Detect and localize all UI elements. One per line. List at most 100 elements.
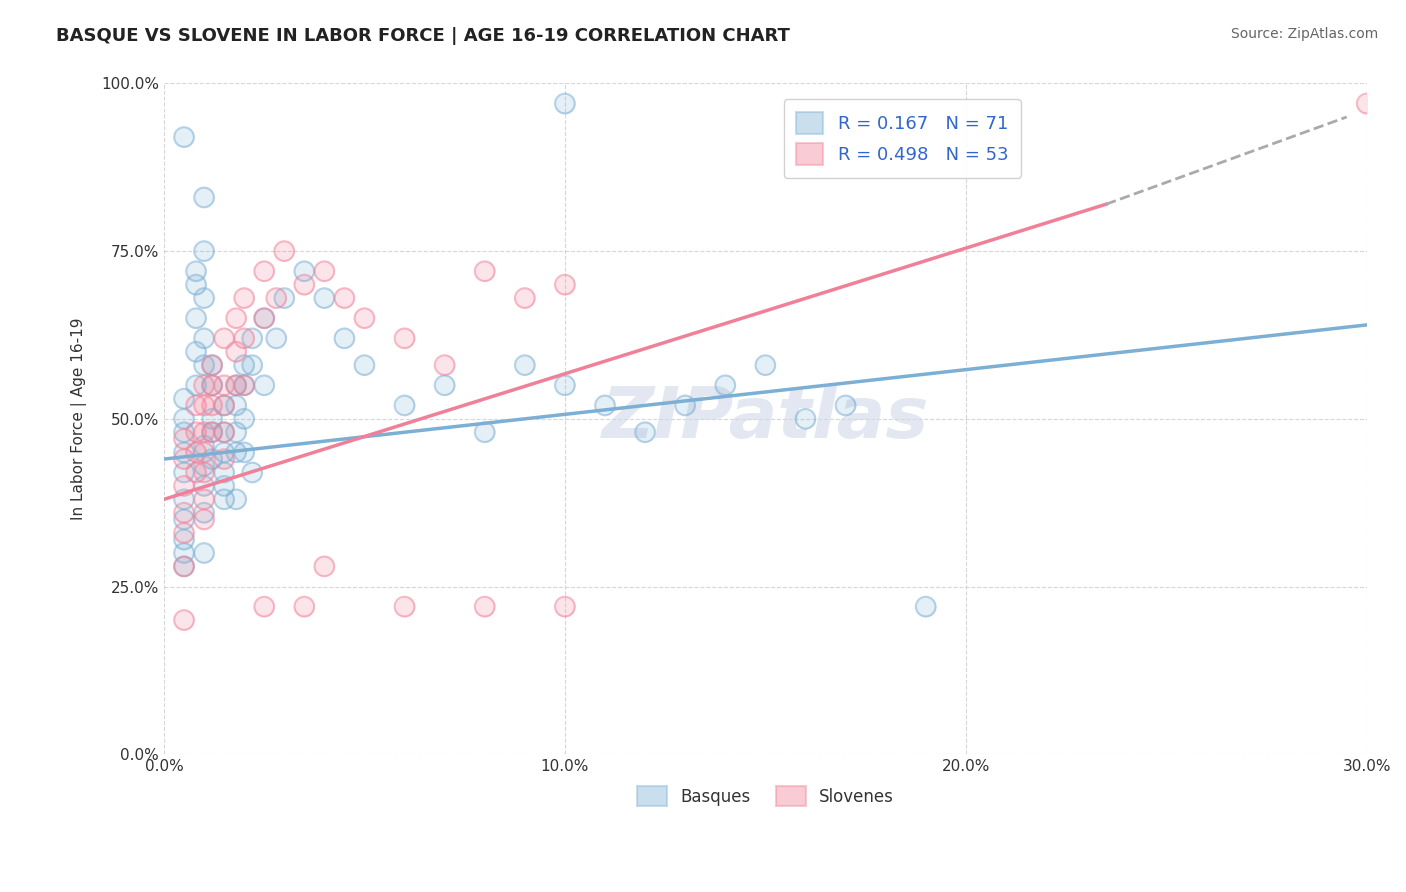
Point bbox=[193, 512, 215, 526]
Point bbox=[233, 378, 256, 392]
Point bbox=[184, 264, 207, 278]
Point bbox=[212, 452, 235, 467]
Point bbox=[225, 445, 247, 459]
Point bbox=[173, 533, 195, 547]
Point bbox=[193, 466, 215, 480]
Point bbox=[184, 398, 207, 412]
Point bbox=[225, 378, 247, 392]
Point bbox=[173, 546, 195, 560]
Point bbox=[794, 412, 817, 426]
Point bbox=[173, 412, 195, 426]
Point bbox=[225, 492, 247, 507]
Point bbox=[173, 412, 195, 426]
Point bbox=[184, 344, 207, 359]
Point bbox=[193, 506, 215, 520]
Point bbox=[225, 311, 247, 326]
Point bbox=[184, 277, 207, 292]
Point bbox=[240, 331, 263, 345]
Point bbox=[333, 291, 356, 305]
Point bbox=[273, 291, 295, 305]
Point bbox=[193, 492, 215, 507]
Point bbox=[264, 331, 287, 345]
Point bbox=[201, 398, 224, 412]
Point bbox=[212, 479, 235, 493]
Point bbox=[173, 445, 195, 459]
Point bbox=[225, 378, 247, 392]
Point bbox=[193, 358, 215, 372]
Point bbox=[212, 445, 235, 459]
Point bbox=[225, 445, 247, 459]
Point bbox=[914, 599, 936, 614]
Point bbox=[314, 264, 336, 278]
Point bbox=[193, 439, 215, 453]
Point bbox=[201, 378, 224, 392]
Point bbox=[193, 331, 215, 345]
Point bbox=[554, 378, 576, 392]
Point bbox=[292, 277, 315, 292]
Point bbox=[173, 506, 195, 520]
Point bbox=[184, 445, 207, 459]
Point bbox=[201, 358, 224, 372]
Point bbox=[212, 398, 235, 412]
Point bbox=[212, 398, 235, 412]
Point bbox=[353, 311, 375, 326]
Point bbox=[513, 291, 536, 305]
Point bbox=[292, 599, 315, 614]
Point bbox=[225, 378, 247, 392]
Point bbox=[173, 392, 195, 406]
Point bbox=[184, 425, 207, 440]
Point bbox=[193, 492, 215, 507]
Point bbox=[314, 291, 336, 305]
Point bbox=[240, 466, 263, 480]
Point bbox=[834, 398, 856, 412]
Point bbox=[513, 291, 536, 305]
Point bbox=[253, 311, 276, 326]
Point bbox=[240, 331, 263, 345]
Point bbox=[225, 398, 247, 412]
Point bbox=[173, 546, 195, 560]
Point bbox=[173, 452, 195, 467]
Point bbox=[184, 344, 207, 359]
Point bbox=[474, 264, 496, 278]
Point bbox=[333, 291, 356, 305]
Point bbox=[173, 466, 195, 480]
Point bbox=[233, 445, 256, 459]
Point bbox=[212, 378, 235, 392]
Point bbox=[193, 512, 215, 526]
Point bbox=[1355, 96, 1378, 111]
Point bbox=[184, 445, 207, 459]
Point bbox=[201, 412, 224, 426]
Point bbox=[193, 546, 215, 560]
Point bbox=[292, 277, 315, 292]
Point bbox=[554, 599, 576, 614]
Point bbox=[193, 466, 215, 480]
Point bbox=[264, 291, 287, 305]
Point bbox=[201, 452, 224, 467]
Point bbox=[240, 466, 263, 480]
Point bbox=[173, 613, 195, 627]
Point bbox=[184, 311, 207, 326]
Point bbox=[754, 358, 776, 372]
Point bbox=[212, 398, 235, 412]
Point bbox=[253, 311, 276, 326]
Point bbox=[273, 291, 295, 305]
Point bbox=[593, 398, 616, 412]
Point bbox=[253, 311, 276, 326]
Point bbox=[193, 398, 215, 412]
Point bbox=[173, 445, 195, 459]
Point bbox=[184, 398, 207, 412]
Point bbox=[193, 458, 215, 473]
Point bbox=[554, 277, 576, 292]
Legend: Basques, Slovenes: Basques, Slovenes bbox=[630, 780, 900, 813]
Point bbox=[212, 331, 235, 345]
Point bbox=[173, 130, 195, 145]
Point bbox=[212, 331, 235, 345]
Point bbox=[554, 599, 576, 614]
Point bbox=[634, 425, 657, 440]
Point bbox=[233, 331, 256, 345]
Point bbox=[173, 512, 195, 526]
Point bbox=[212, 466, 235, 480]
Point bbox=[173, 533, 195, 547]
Point bbox=[173, 432, 195, 446]
Point bbox=[233, 291, 256, 305]
